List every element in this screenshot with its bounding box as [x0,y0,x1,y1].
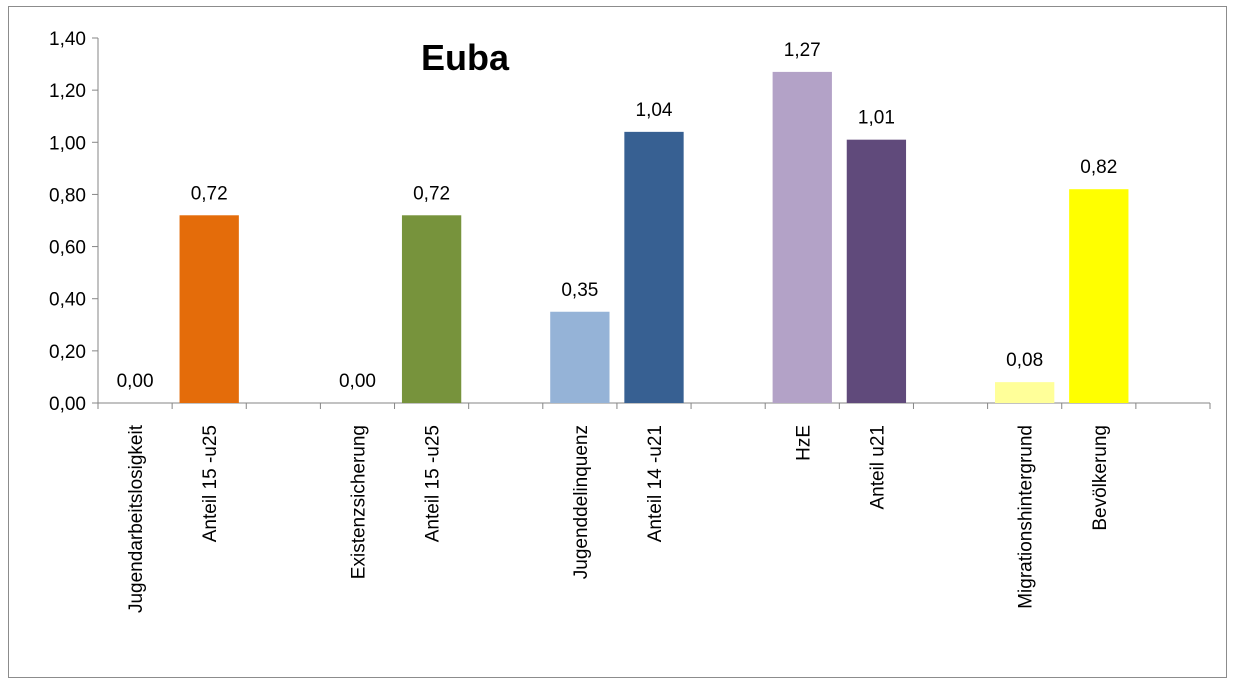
data-label: 0,82 [1080,157,1117,178]
axes: 0,00 0,20 0,40 0,60 0,80 1,00 1,20 1,40 [49,29,1211,415]
data-label: 0,00 [339,371,376,392]
y-tick-label: 1,40 [49,29,86,50]
category-label: Existenzsicherung [348,425,369,579]
y-tick-label: 1,00 [49,133,86,154]
y-tick-label: 0,20 [49,342,86,363]
data-label: 0,35 [561,280,598,301]
data-labels: 0,00 0,72 0,00 0,72 0,35 1,04 1,27 1,01 0,08 0,82 [117,40,1118,392]
bar [624,131,684,403]
category-label: Anteil u21 [867,425,888,510]
category-label: HzE [793,425,814,461]
category-label: Jugendarbeitslosigkeit [126,424,147,613]
data-label: 0,72 [413,183,450,204]
bar [995,382,1055,403]
bar [550,311,610,403]
y-tick-label: 1,20 [49,81,86,102]
category-label: Bevölkerung [1090,425,1111,531]
data-label: 0,08 [1006,350,1043,371]
y-tick-label: 0,40 [49,290,86,311]
category-label: Anteil 14 -u21 [645,425,666,542]
category-label: Anteil 15 -u25 [423,425,444,542]
category-labels: Jugendarbeitslosigkeit Anteil 15 -u25 Exis… [126,424,1111,613]
data-label: 1,27 [784,40,821,61]
data-label: 1,01 [858,108,895,129]
y-tick-label: 0,60 [49,238,86,259]
category-label: Migrationshintergrund [1016,425,1037,609]
y-tick-label: 0,00 [49,394,86,415]
data-label: 1,04 [636,100,673,121]
bar [179,215,239,403]
bar [772,71,832,404]
data-label: 0,72 [191,183,228,204]
bars [179,71,1129,404]
bar [1069,189,1129,403]
category-label: Jugenddelinquenz [571,425,592,579]
bar [401,215,462,403]
data-label: 0,00 [117,371,154,392]
y-tick-label: 0,80 [49,185,86,206]
bar [846,139,907,403]
chart-title: Euba [421,37,510,78]
category-label: Anteil 15 -u25 [200,425,221,542]
